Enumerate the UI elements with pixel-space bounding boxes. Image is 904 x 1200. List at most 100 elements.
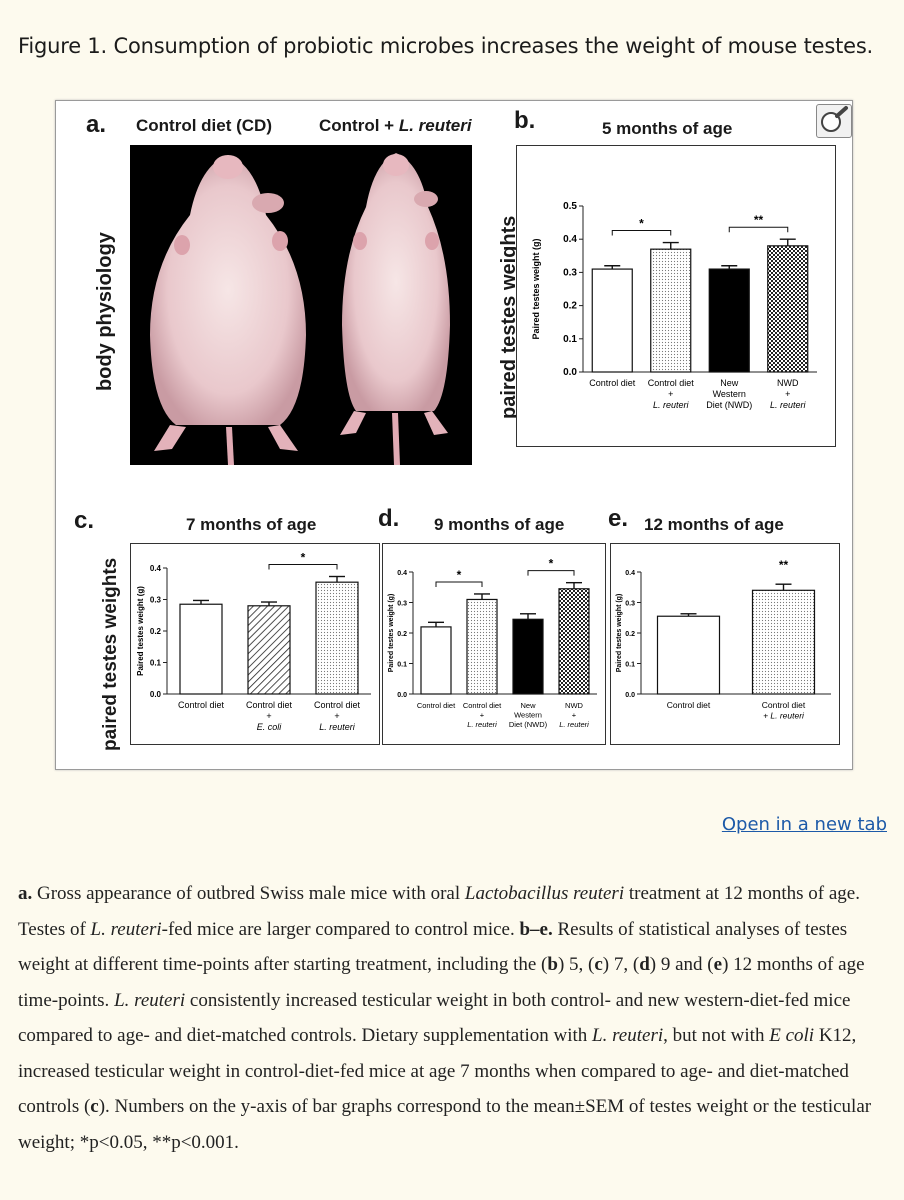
panel-c-letter: c. (74, 507, 95, 534)
chart-e-tick-label: 0.2 (625, 631, 635, 638)
chart-c-tick-label: 0.0 (150, 690, 162, 699)
chart-d-category-label: + (572, 711, 577, 720)
chart-d-box: 0.0 0.1 0.2 0.3 0.4 Paired testes weight (g) C… (382, 543, 606, 745)
chart-d-tick-label: 0.3 (397, 601, 407, 608)
chart-c-category-label: Control diet (314, 700, 361, 710)
chart-b-tick-label: 0.1 (563, 334, 577, 345)
chart-e-box: 0.0 0.1 0.2 0.3 0.4 Paired testes weight (g) C… (610, 543, 840, 745)
chart-d-sig-label: * (457, 568, 462, 582)
figure-caption: a. Gross appearance of outbred Swiss mal… (18, 883, 872, 1153)
chart-d-category-label: Western (514, 711, 542, 720)
chart-c-category-label: Control diet (178, 700, 225, 710)
chart-d-bar (558, 588, 590, 695)
chart-e-bar (656, 615, 721, 695)
panel-a-side-label: body physiology (94, 232, 116, 391)
chart-d-tick-label: 0.1 (397, 662, 407, 669)
chart-b-sig-bracket (728, 226, 789, 233)
chart-d-category-label: NWD (565, 701, 583, 710)
chart-e-tick-label: 0.3 (625, 601, 635, 608)
chart-c-sig-label: * (301, 551, 306, 565)
chart-d-tick-label: 0.4 (397, 570, 407, 577)
chart-c-category-label: L. reuteri (319, 722, 356, 732)
chart-c-box: 0.0 0.1 0.2 0.3 0.4 Paired testes weight (g) C… (130, 543, 380, 745)
chart-d-sig-bracket (527, 570, 575, 576)
chart-b-sig-bracket (611, 230, 672, 236)
figure-image[interactable]: a. Control diet (CD) Control + L. reuter… (55, 100, 853, 770)
chart-c-tick-label: 0.1 (150, 659, 162, 668)
panel-d-letter: d. (378, 505, 400, 532)
panel-e-letter: e. (608, 505, 629, 532)
chart-e-tick-label: 0.1 (625, 662, 635, 669)
chart-e-sig-label: ** (779, 558, 789, 572)
chart-b-svg: 0.0 0.1 0.2 0.3 0.4 0.5 Paired testes weight (… (531, 201, 817, 410)
chart-c-bar (179, 603, 223, 695)
chart-b-category-label: NWD (777, 378, 799, 388)
chart-b-category-label: Control diet (648, 378, 695, 388)
chart-c-category-label: Control diet (246, 700, 293, 710)
chart-c-svg: 0.0 0.1 0.2 0.3 0.4 Paired testes weight (g) C… (136, 551, 371, 732)
chart-e-svg: 0.0 0.1 0.2 0.3 0.4 Paired testes weight (g) C… (616, 558, 831, 721)
chart-c-tick-label: 0.4 (150, 564, 162, 573)
chart-b-ylabel: Paired testes weight (g) (531, 238, 541, 339)
chart-b-tick-label: 0.3 (563, 267, 577, 278)
panel-b-letter: b. (514, 107, 536, 134)
chart-d-tick-label: 0.2 (397, 631, 407, 638)
chart-b-title: 5 months of age (602, 119, 733, 138)
chart-d-ylabel: Paired testes weight (g) (388, 594, 395, 673)
chart-d-category-label: Diet (NWD) (509, 720, 548, 729)
chart-c-category-label: E. coli (257, 722, 283, 732)
chart-c-bar (315, 581, 359, 695)
panel-a-right-label: Control + L. reuteri (319, 116, 472, 135)
chart-c-category-label: + (266, 711, 271, 721)
chart-d-category-label: Control diet (463, 701, 502, 710)
chart-b-category-label: L. reuteri (770, 400, 807, 410)
chart-e-tick-label: 0.0 (625, 692, 635, 699)
chart-c-title: 7 months of age (186, 515, 317, 534)
chart-b-bar (591, 268, 633, 373)
chart-b-category-label: + (668, 389, 673, 399)
chart-d-sig-bracket (435, 581, 483, 587)
chart-b-tick-label: 0.2 (563, 301, 577, 312)
chart-d-tick-label: 0.0 (397, 692, 407, 699)
chart-b-category-label: Western (713, 389, 746, 399)
control-mouse (150, 155, 306, 465)
chart-c-tick-label: 0.2 (150, 627, 162, 636)
chart-e-title: 12 months of age (644, 515, 784, 534)
reuteri-mouse (340, 153, 450, 465)
chart-b-box: 0.0 0.1 0.2 0.3 0.4 0.5 Paired testes weight (… (516, 145, 836, 447)
chart-e-category-label: Control diet (667, 700, 711, 710)
chart-b-category-label: + (785, 389, 790, 399)
chart-d-svg: 0.0 0.1 0.2 0.3 0.4 Paired testes weight (g) C… (388, 557, 597, 729)
chart-e-category-label: Control diet (762, 700, 806, 710)
panel-a-letter: a. (86, 111, 107, 138)
chart-b-tick-label: 0.4 (563, 234, 577, 245)
figure-title: Figure 1. Consumption of probiotic micro… (18, 34, 874, 58)
chart-d-sig-label: * (549, 557, 554, 571)
chart-e-bar (751, 589, 816, 695)
chart-c-bar (247, 605, 291, 695)
chart-e-ylabel: Paired testes weight (g) (616, 594, 623, 673)
zoom-icon[interactable] (816, 104, 852, 138)
chart-c-sig-bracket (268, 564, 338, 570)
chart-d-category-label: Control diet (417, 701, 456, 710)
chart-d-bar (466, 598, 498, 695)
chart-b-sig-label: ** (754, 213, 764, 227)
chart-b-category-label: Diet (NWD) (706, 400, 752, 410)
chart-b-category-label: New (720, 378, 739, 388)
chart-d-category-label: New (520, 701, 536, 710)
chart-d-category-label: + (480, 711, 485, 720)
chart-b-tick-label: 0.5 (563, 201, 577, 212)
panel-a-left-label: Control diet (CD) (136, 116, 272, 135)
chart-d-bar (512, 618, 544, 695)
chart-b-category-label: Control diet (589, 378, 636, 388)
chart-b-bar (650, 248, 692, 373)
chart-e-tick-label: 0.4 (625, 570, 635, 577)
chart-d-category-label: L. reuteri (559, 720, 589, 729)
panel-c-side-label: paired testes weights (100, 557, 121, 751)
chart-b-bar (708, 268, 750, 373)
chart-b-sig-label: * (639, 217, 644, 231)
chart-d-title: 9 months of age (434, 515, 565, 534)
open-in-new-tab-link[interactable]: Open in a new tab (721, 814, 887, 835)
chart-c-category-label: + (334, 711, 339, 721)
chart-c-ylabel: Paired testes weight (g) (136, 586, 145, 676)
